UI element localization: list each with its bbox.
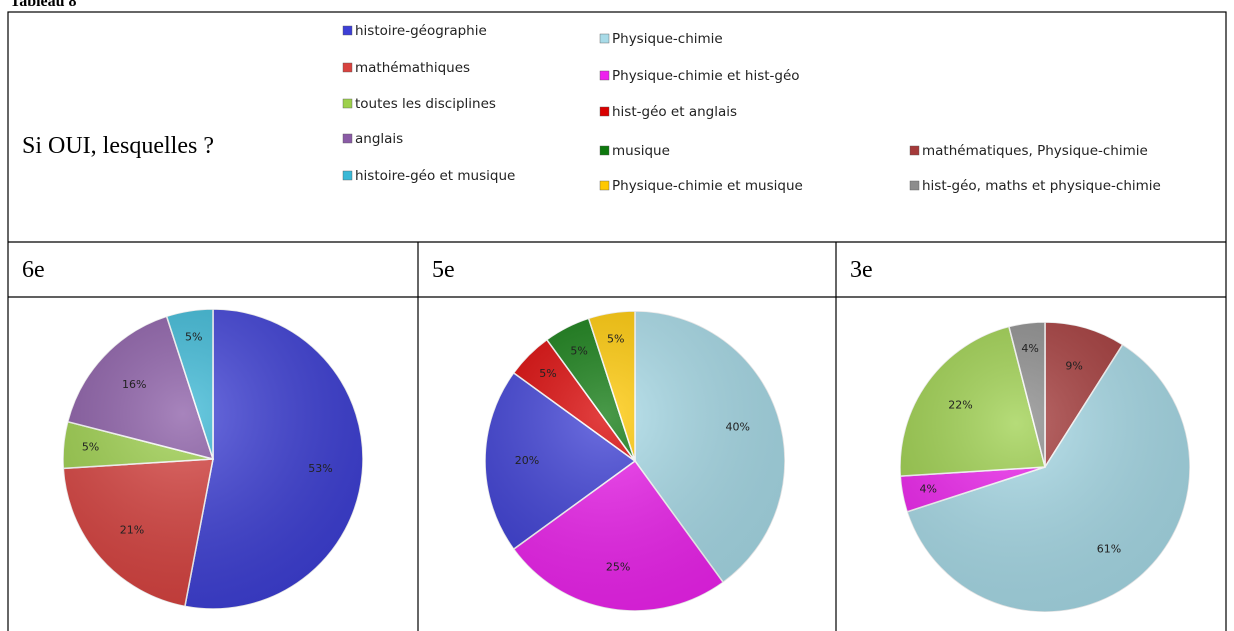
slice-label: 20%	[515, 454, 539, 467]
legend-label: mathémathiques	[355, 60, 470, 76]
slice-label: 5%	[185, 331, 202, 344]
slice-label: 5%	[607, 333, 624, 346]
table-borders	[7, 11, 1227, 631]
legend-label: toutes les disciplines	[355, 96, 496, 112]
slice-label: 22%	[948, 399, 972, 412]
legend-label: hist-géo, maths et physique-chimie	[922, 178, 1161, 194]
slice-label: 4%	[919, 482, 936, 495]
slice-label: 21%	[120, 523, 144, 536]
legend-label: Physique-chimie et hist-géo	[612, 68, 800, 84]
legend-label: anglais	[355, 131, 403, 147]
table-title: Tableau 8	[10, 0, 77, 10]
column-header: 5e	[432, 257, 455, 283]
legend-label: histoire-géo et musique	[355, 168, 515, 184]
legend-label: histoire-géographie	[355, 23, 487, 39]
legend-swatch	[599, 33, 610, 44]
legend-swatch	[342, 133, 353, 144]
legend-label: mathématiques, Physique-chimie	[922, 143, 1148, 159]
slice-label: 16%	[122, 378, 146, 391]
slice-label: 5%	[82, 440, 99, 453]
legend-swatch	[599, 145, 610, 156]
legend-label: hist-géo et anglais	[612, 104, 737, 120]
slice-label: 5%	[570, 344, 587, 357]
legend-swatch	[342, 25, 353, 36]
slice-label: 4%	[1021, 342, 1038, 355]
legend-swatch	[599, 106, 610, 117]
legend-swatch	[342, 170, 353, 181]
slice-label: 53%	[308, 462, 332, 475]
legend-swatch	[342, 98, 353, 109]
column-header: 6e	[22, 257, 45, 283]
question: Si OUI, lesquelles ?	[22, 133, 214, 159]
legend-swatch	[909, 145, 920, 156]
slice-label: 25%	[606, 561, 630, 574]
slice-label: 61%	[1097, 542, 1121, 555]
legend-swatch	[909, 180, 920, 191]
column-header: 3e	[850, 257, 873, 283]
legend-label: musique	[612, 143, 670, 159]
slice-label: 40%	[725, 421, 749, 434]
slice-label: 9%	[1065, 360, 1082, 373]
slice-label: 5%	[539, 367, 556, 380]
legend-label: Physique-chimie et musique	[612, 178, 803, 194]
legend-swatch	[599, 70, 610, 81]
legend-swatch	[599, 180, 610, 191]
legend-label: Physique-chimie	[612, 31, 723, 47]
legend-swatch	[342, 62, 353, 73]
